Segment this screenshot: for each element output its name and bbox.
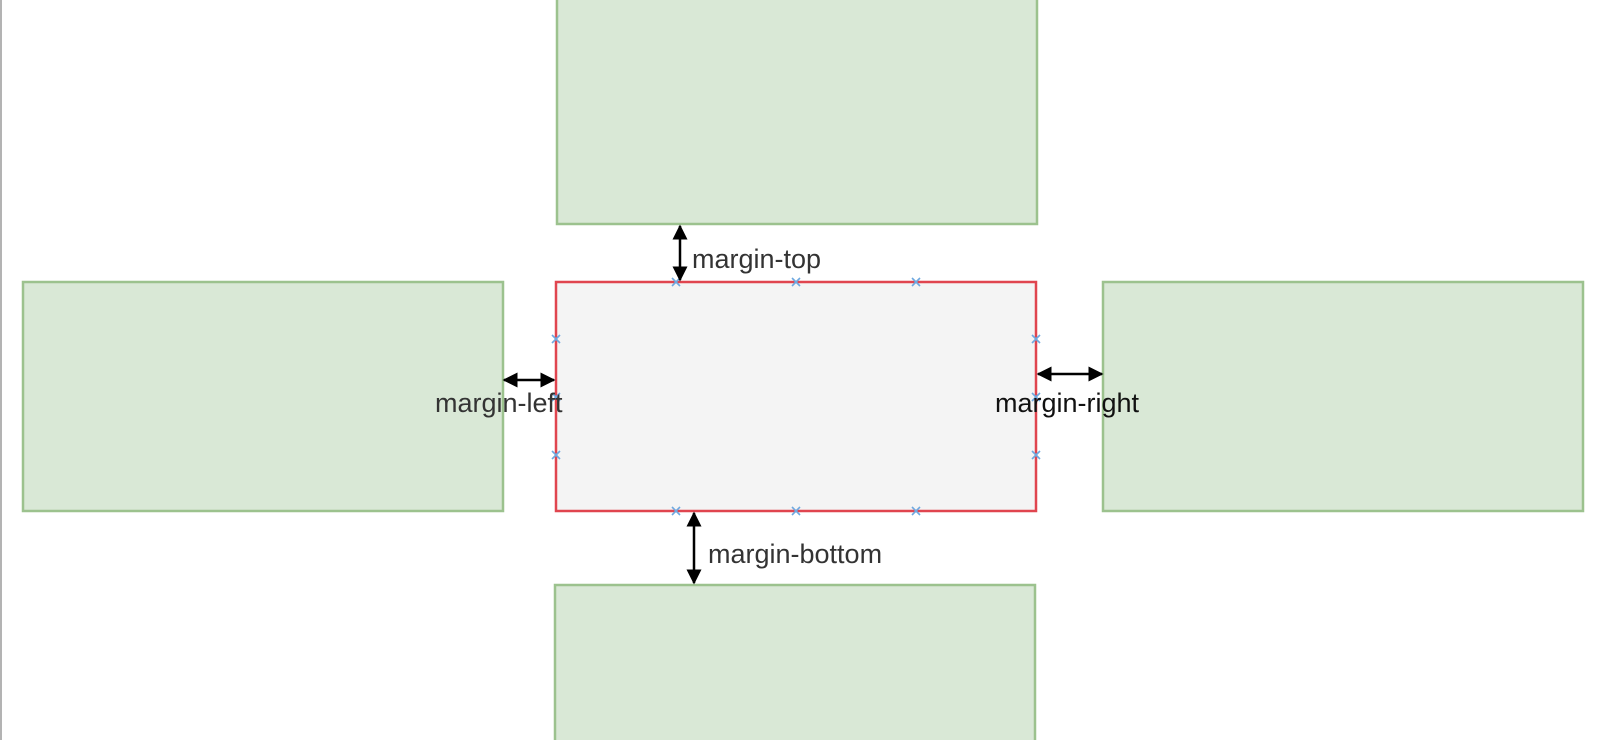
left-neighbor-box[interactable] (21, 280, 505, 513)
margin-left-label: margin-left (435, 388, 563, 418)
connection-handle-icon[interactable] (551, 334, 561, 344)
top-neighbor-box[interactable] (555, 0, 1039, 226)
connection-handle-icon[interactable] (551, 392, 561, 402)
center-box[interactable] (554, 280, 1038, 513)
margin-right-label: margin-right (995, 388, 1140, 418)
bottom-neighbor-box[interactable] (553, 583, 1037, 740)
connection-handle-icon[interactable] (911, 277, 921, 287)
connection-handle-icon[interactable] (551, 450, 561, 460)
connection-handle-icon[interactable] (671, 506, 681, 516)
right-neighbor-box[interactable] (1101, 280, 1585, 513)
connection-handles (551, 277, 1041, 516)
margin-top-label: margin-top (692, 244, 821, 274)
connection-handle-icon[interactable] (911, 506, 921, 516)
connection-handle-icon[interactable] (791, 506, 801, 516)
connection-handle-icon[interactable] (1031, 450, 1041, 460)
connection-handle-icon[interactable] (791, 277, 801, 287)
connection-handle-icon[interactable] (1031, 334, 1041, 344)
connection-handle-icon[interactable] (1031, 392, 1041, 402)
margin-bottom-label: margin-bottom (708, 539, 882, 569)
